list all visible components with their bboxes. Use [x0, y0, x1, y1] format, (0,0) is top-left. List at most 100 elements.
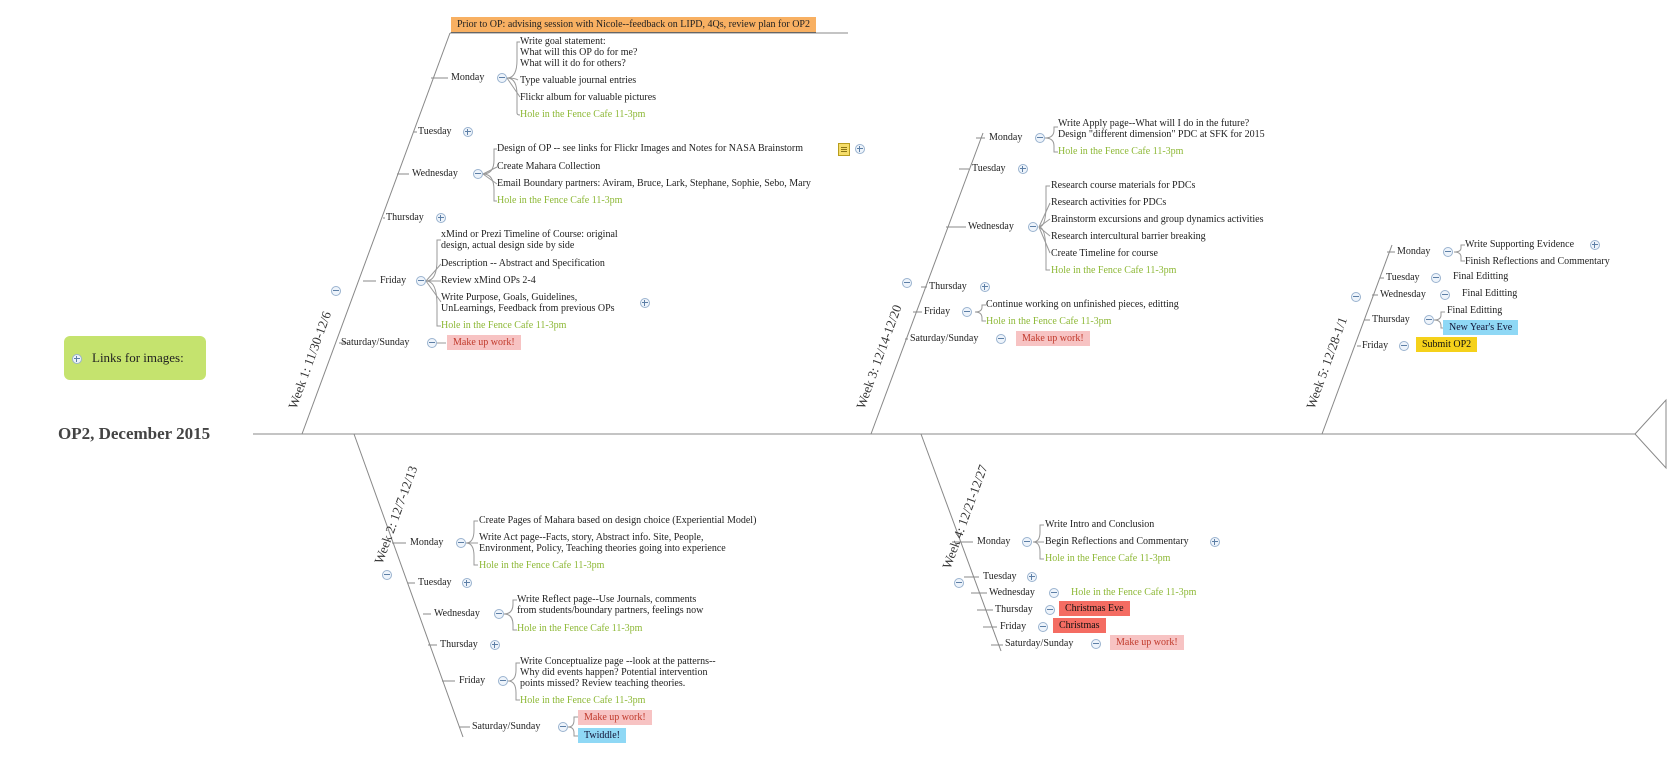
task-cafe[interactable]: Hole in the Fence Cafe 11-3pm [497, 195, 623, 206]
collapse-minus-icon[interactable] [416, 276, 426, 286]
week-4-thursday[interactable]: Thursday [995, 604, 1033, 615]
central-topic[interactable]: OP2, December 2015 [58, 424, 211, 443]
expand-plus-icon[interactable] [855, 144, 865, 154]
task-cafe[interactable]: Hole in the Fence Cafe 11-3pm [520, 109, 646, 120]
expand-plus-icon[interactable] [1018, 164, 1028, 174]
task[interactable]: Final Editting [1462, 288, 1518, 299]
collapse-minus-icon[interactable] [1091, 639, 1101, 649]
collapse-minus-icon[interactable] [954, 578, 964, 588]
week-2-thursday[interactable]: Thursday [440, 639, 478, 650]
tag-christmas-eve[interactable]: Christmas Eve [1059, 601, 1130, 616]
collapse-minus-icon[interactable] [558, 722, 568, 732]
expand-plus-icon[interactable] [1210, 537, 1220, 547]
week-3-friday[interactable]: Friday [924, 306, 951, 317]
expand-plus-icon[interactable] [640, 298, 650, 308]
week-5-monday[interactable]: Monday [1397, 246, 1431, 257]
week-2-weekend[interactable]: Saturday/Sunday [472, 721, 541, 732]
collapse-minus-icon[interactable] [996, 334, 1006, 344]
collapse-minus-icon[interactable] [494, 609, 504, 619]
task-cafe[interactable]: Hole in the Fence Cafe 11-3pm [1051, 265, 1177, 276]
collapse-minus-icon[interactable] [1028, 222, 1038, 232]
task[interactable]: Create Timeline for course [1051, 248, 1158, 259]
task-cafe[interactable]: Hole in the Fence Cafe 11-3pm [441, 320, 567, 331]
task[interactable]: design, actual design side by side [441, 240, 575, 251]
task[interactable]: Research intercultural barrier breaking [1051, 231, 1206, 242]
week-3-weekend[interactable]: Saturday/Sunday [910, 333, 979, 344]
collapse-minus-icon[interactable] [497, 73, 507, 83]
task[interactable]: Flickr album for valuable pictures [520, 92, 657, 103]
task[interactable]: Environment, Policy, Teaching theories g… [479, 543, 726, 554]
task-cafe[interactable]: Hole in the Fence Cafe 11-3pm [520, 695, 646, 706]
task[interactable]: Write Supporting Evidence [1465, 239, 1575, 250]
tag-new-years-eve[interactable]: New Year's Eve [1443, 320, 1519, 335]
collapse-minus-icon[interactable] [1424, 315, 1434, 325]
task-cafe[interactable]: Hole in the Fence Cafe 11-3pm [1071, 587, 1197, 598]
collapse-minus-icon[interactable] [1399, 341, 1409, 351]
task[interactable]: Brainstorm excursions and group dynamics… [1051, 214, 1264, 225]
tag-make-up-work[interactable]: Make up work! [578, 710, 652, 725]
task[interactable]: Design of OP -- see links for Flickr Ima… [497, 143, 803, 154]
tag-make-up-work[interactable]: Make up work! [1110, 635, 1184, 650]
task[interactable]: Description -- Abstract and Specificatio… [441, 258, 605, 269]
expand-plus-icon[interactable] [980, 282, 990, 292]
task-cafe[interactable]: Hole in the Fence Cafe 11-3pm [1045, 553, 1171, 564]
week-2-friday[interactable]: Friday [459, 675, 486, 686]
week-4-wednesday[interactable]: Wednesday [989, 587, 1035, 598]
collapse-minus-icon[interactable] [473, 169, 483, 179]
collapse-minus-icon[interactable] [1049, 588, 1059, 598]
task[interactable]: Create Pages of Mahara based on design c… [479, 515, 757, 526]
tag-make-up-work[interactable]: Make up work! [1016, 331, 1090, 346]
floating-topic-links[interactable]: Links for images: [64, 336, 206, 380]
week-2-wednesday[interactable]: Wednesday [434, 608, 480, 619]
task[interactable]: from students/boundary partners, feeling… [517, 605, 704, 616]
task[interactable]: Begin Reflections and Commentary [1045, 536, 1189, 547]
task[interactable]: Research activities for PDCs [1051, 197, 1167, 208]
task[interactable]: Email Boundary partners: Aviram, Bruce, … [497, 178, 811, 189]
task[interactable]: Why did events happen? Potential interve… [520, 667, 708, 678]
task[interactable]: Create Mahara Collection [497, 161, 601, 172]
task[interactable]: Write goal statement: [520, 36, 606, 47]
week-3-monday[interactable]: Monday [989, 132, 1023, 143]
tag-twiddle[interactable]: Twiddle! [578, 728, 626, 743]
task[interactable]: Write Conceptualize page --look at the p… [520, 656, 716, 667]
week-3-tuesday[interactable]: Tuesday [972, 163, 1006, 174]
week-1-friday[interactable]: Friday [380, 275, 407, 286]
expand-plus-icon[interactable] [462, 578, 472, 588]
week-1-tuesday[interactable]: Tuesday [418, 126, 452, 137]
week-2-tuesday[interactable]: Tuesday [418, 577, 452, 588]
collapse-minus-icon[interactable] [1351, 292, 1361, 302]
week-5-tuesday[interactable]: Tuesday [1386, 272, 1420, 283]
collapse-minus-icon[interactable] [1045, 605, 1055, 615]
week-1-thursday[interactable]: Thursday [386, 212, 424, 223]
task[interactable]: Continue working on unfinished pieces, e… [986, 299, 1179, 310]
collapse-minus-icon[interactable] [498, 676, 508, 686]
expand-plus-icon[interactable] [463, 127, 473, 137]
week-1-weekend[interactable]: Saturday/Sunday [341, 337, 410, 348]
task-cafe[interactable]: Hole in the Fence Cafe 11-3pm [517, 623, 643, 634]
task[interactable]: Write Intro and Conclusion [1045, 519, 1155, 530]
week-2-monday[interactable]: Monday [410, 537, 444, 548]
tag-make-up-work[interactable]: Make up work! [447, 335, 521, 350]
collapse-minus-icon[interactable] [1431, 273, 1441, 283]
collapse-minus-icon[interactable] [1038, 622, 1048, 632]
collapse-minus-icon[interactable] [382, 570, 392, 580]
week-1-wednesday[interactable]: Wednesday [412, 168, 458, 179]
week-5-thursday[interactable]: Thursday [1372, 314, 1410, 325]
task-cafe[interactable]: Hole in the Fence Cafe 11-3pm [479, 560, 605, 571]
tag-christmas[interactable]: Christmas [1053, 618, 1106, 633]
task[interactable]: Type valuable journal entries [520, 75, 637, 86]
task[interactable]: UnLearnings, Feedback from previous OPs [441, 303, 615, 314]
task[interactable]: xMind or Prezi Timeline of Course: origi… [441, 229, 618, 240]
task[interactable]: Review xMind OPs 2-4 [441, 275, 536, 286]
week-3-wednesday[interactable]: Wednesday [968, 221, 1014, 232]
task-cafe[interactable]: Hole in the Fence Cafe 11-3pm [986, 316, 1112, 327]
collapse-minus-icon[interactable] [1440, 290, 1450, 300]
task[interactable]: points missed? Review teaching theories. [520, 678, 686, 689]
expand-plus-icon[interactable] [72, 354, 82, 364]
expand-plus-icon[interactable] [436, 213, 446, 223]
week-1-monday[interactable]: Monday [451, 72, 485, 83]
expand-plus-icon[interactable] [1027, 572, 1037, 582]
collapse-minus-icon[interactable] [1035, 133, 1045, 143]
task[interactable]: Design "different dimension" PDC at SFK … [1058, 129, 1265, 140]
week-4-friday[interactable]: Friday [1000, 621, 1027, 632]
